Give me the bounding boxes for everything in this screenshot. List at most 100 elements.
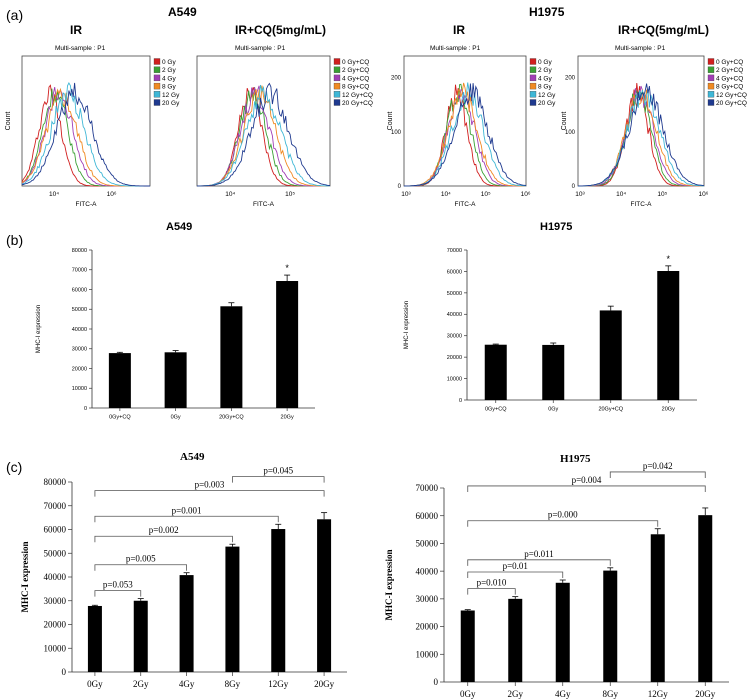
hist-x-axis-label: FITC-A — [631, 201, 653, 208]
panel-label-c: (c) — [6, 459, 22, 475]
legend-swatch — [529, 74, 537, 82]
y-tick-label: 10000 — [72, 386, 87, 392]
hist-title: IR+CQ(5mg/mL) — [618, 23, 709, 37]
p-value-label: p=0.000 — [548, 510, 578, 520]
hist-series-curve — [578, 83, 705, 187]
hist-series-curve — [578, 89, 704, 187]
hist-frame — [196, 55, 331, 187]
hist-x-tick-label: 10⁵ — [481, 191, 491, 198]
legend-entry: 0 Gy — [162, 59, 176, 66]
significance-bracket — [467, 588, 516, 595]
hist-series-curve — [578, 85, 704, 187]
hist-subtitle: Multi-sample : P1 — [235, 45, 286, 52]
bar — [603, 570, 618, 682]
hist-x-tick-label: 10⁶ — [521, 191, 531, 198]
y-tick-label: 50000 — [447, 291, 462, 297]
legend-swatch — [333, 74, 341, 82]
significance-star: * — [285, 263, 289, 273]
hist-x-tick-label: 10⁴ — [441, 191, 451, 198]
legend-entry: 8 Gy+CQ — [342, 84, 369, 91]
legend-swatch — [333, 58, 341, 65]
legend-entry: 12 Gy — [162, 92, 180, 99]
x-tick-label: 8Gy — [225, 679, 241, 689]
legend-entry: 8 Gy+CQ — [716, 84, 743, 91]
hist-series-curve — [404, 84, 526, 187]
bar — [225, 546, 240, 672]
hist-y-tick-label: 0 — [398, 184, 402, 190]
legend-entry: 20 Gy+CQ — [342, 100, 373, 107]
y-tick-label: 10000 — [44, 643, 67, 653]
y-tick-label: 70000 — [44, 501, 67, 511]
p-value-label: p=0.001 — [172, 505, 202, 515]
y-tick-label: 30000 — [416, 594, 439, 604]
x-tick-label: 8Gy — [603, 689, 619, 699]
hist-title: IR — [70, 23, 82, 37]
legend-swatch — [333, 82, 341, 90]
legend-entry: 12 Gy+CQ — [716, 92, 747, 99]
y-tick-label: 20000 — [447, 355, 462, 361]
bar — [87, 605, 102, 672]
y-axis-label: MHC-Ⅰ expression — [404, 301, 410, 349]
hist-x-tick-label: 10³ — [575, 191, 585, 198]
significance-bracket — [467, 520, 659, 527]
x-tick-label: 4Gy — [555, 689, 571, 699]
legend-swatch — [333, 99, 341, 106]
y-tick-label: 80000 — [72, 248, 87, 254]
x-tick-label: 0Gy — [171, 415, 181, 421]
bar — [133, 600, 148, 672]
bar — [650, 534, 665, 682]
bar — [657, 271, 680, 400]
y-tick-label: 70000 — [416, 483, 439, 493]
y-axis-label: MHC-I expression — [384, 549, 394, 620]
legend-swatch — [707, 91, 715, 98]
significance-bracket — [94, 535, 233, 543]
hist-title: IR — [453, 23, 465, 37]
hist-series-curve — [21, 82, 150, 187]
hist-series-curve — [403, 83, 527, 187]
p-value-label: p=0.053 — [103, 580, 133, 590]
hist-y-tick-label: 200 — [391, 76, 402, 82]
p-value-label: p=0.011 — [524, 549, 554, 559]
x-tick-label: 20Gy+CQ — [598, 407, 623, 413]
x-tick-label: 0Gy — [548, 407, 558, 413]
hist-x-axis-label: FITC-A — [253, 201, 275, 208]
hist-series-curve — [578, 89, 704, 187]
y-tick-label: 30000 — [447, 334, 462, 340]
legend-entry: 2 Gy — [538, 67, 552, 74]
significance-bracket — [467, 571, 564, 579]
significance-star: * — [666, 254, 670, 264]
bar — [220, 306, 243, 408]
hist-series-curve — [578, 89, 704, 187]
x-tick-label: 2Gy — [133, 679, 149, 689]
panel-label-b: (b) — [6, 232, 23, 248]
hist-frame — [577, 55, 705, 187]
legend-swatch — [707, 99, 715, 106]
hist-frame — [21, 55, 151, 187]
y-tick-label: 40000 — [44, 572, 67, 582]
legend-entry: 20 Gy — [538, 100, 556, 107]
legend-entry: 0 Gy — [538, 59, 552, 66]
legend-entry: 8 Gy — [162, 84, 176, 91]
hist-series-curve — [21, 82, 150, 187]
hist-x-tick-label: 10⁶ — [107, 191, 117, 198]
hist-subtitle: Multi-sample : P1 — [55, 45, 106, 52]
legend-entry: 4 Gy — [162, 75, 176, 82]
y-tick-label: 0 — [459, 398, 462, 404]
hist-title: IR+CQ(5mg/mL) — [235, 23, 326, 37]
hist-series-curve — [404, 82, 526, 187]
legend-swatch — [707, 82, 715, 90]
y-tick-label: 80000 — [44, 477, 67, 487]
bar — [698, 515, 713, 682]
legend-swatch — [153, 82, 161, 90]
hist-y-tick-label: 0 — [572, 184, 576, 190]
hist-series-curve — [197, 87, 330, 187]
legend-entry: 20 Gy — [162, 100, 180, 107]
p-value-label: p=0.01 — [503, 561, 528, 571]
legend-entry: 2 Gy — [162, 67, 176, 74]
y-axis-label: MHC-Ⅰ expression — [36, 305, 42, 353]
significance-bracket — [232, 476, 325, 483]
legend-swatch — [153, 99, 161, 106]
bar — [542, 344, 565, 400]
y-tick-label: 70000 — [72, 268, 87, 274]
